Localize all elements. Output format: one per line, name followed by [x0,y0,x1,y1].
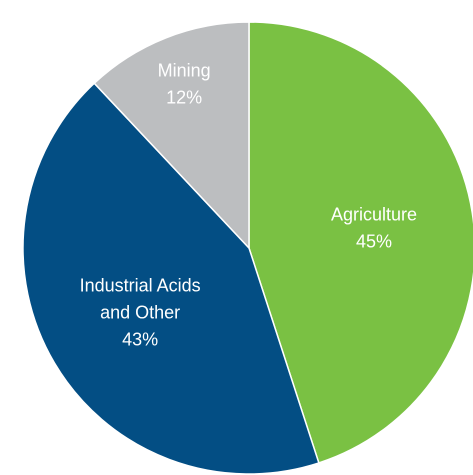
pie-slice-name-2: Mining [158,61,211,81]
pie-slice-name-0: Agriculture [331,205,417,225]
pie-slice-label-0: Agriculture 45% [331,205,417,252]
pie-slice-value-1: 43% [122,329,158,349]
pie-slice-name-1: and Other [100,302,180,322]
pie-slice-value-2: 12% [166,88,202,108]
pie-slice-0 [248,21,473,464]
pie-slice-label-2: Mining 12% [158,61,211,108]
pie-slice-2 [93,21,250,250]
pie-slice-label-1: Industrial Acids and Other 43% [80,275,201,349]
pie-slice-1 [22,82,320,475]
pie-slice-value-0: 45% [356,232,392,252]
pie-slice-name-1: Industrial Acids [80,275,201,295]
